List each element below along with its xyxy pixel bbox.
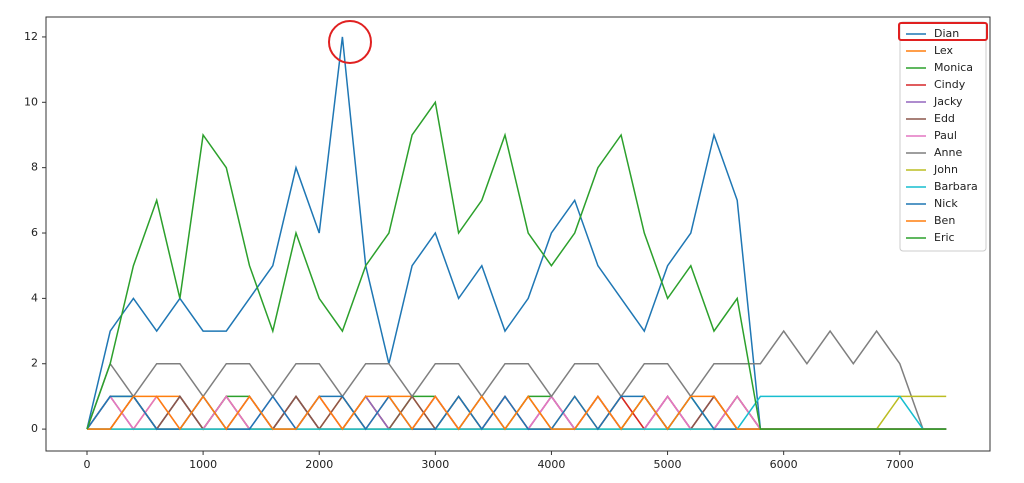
- legend-label: Monica: [934, 61, 973, 74]
- plot-area: [86, 36, 947, 431]
- legend-label: Lex: [934, 44, 954, 57]
- legend-label: Paul: [934, 129, 957, 142]
- axes-frame: [45, 16, 991, 452]
- x-tick-label: 6000: [770, 458, 798, 471]
- legend-label: Eric: [934, 231, 955, 244]
- x-tick-label: 2000: [305, 458, 333, 471]
- legend-label: Edd: [934, 112, 955, 125]
- highlight-box: [898, 22, 988, 41]
- legend-label: John: [933, 163, 958, 176]
- series-line: [86, 329, 947, 430]
- x-tick-label: 4000: [537, 458, 565, 471]
- x-tick-label: 5000: [654, 458, 682, 471]
- x-tick-label: 3000: [421, 458, 449, 471]
- x-tick-label: 0: [83, 458, 90, 471]
- y-tick-label: 6: [31, 226, 38, 239]
- y-tick-label: 0: [31, 422, 38, 435]
- legend-label: Barbara: [934, 180, 978, 193]
- y-tick-label: 12: [24, 30, 38, 43]
- legend-label: Jacky: [933, 95, 963, 108]
- legend-label: Ben: [934, 214, 955, 227]
- series-line: [86, 100, 947, 430]
- legend: Dian Lex Monica Cindy Jacky Edd Paul Anne John Ba…: [899, 21, 987, 252]
- legend-label: Anne: [934, 146, 962, 159]
- series-line: [86, 36, 947, 430]
- highlight-circle: [328, 20, 372, 64]
- y-tick-label: 4: [31, 291, 38, 304]
- series-line: [87, 395, 947, 431]
- legend-label: Nick: [934, 197, 958, 210]
- y-tick-label: 8: [31, 161, 38, 174]
- legend-label: Cindy: [934, 78, 966, 91]
- x-tick-label: 7000: [886, 458, 914, 471]
- legend-label: Dian: [934, 27, 959, 40]
- y-tick-label: 2: [31, 357, 38, 370]
- y-tick-label: 10: [24, 95, 38, 108]
- x-tick-label: 1000: [189, 458, 217, 471]
